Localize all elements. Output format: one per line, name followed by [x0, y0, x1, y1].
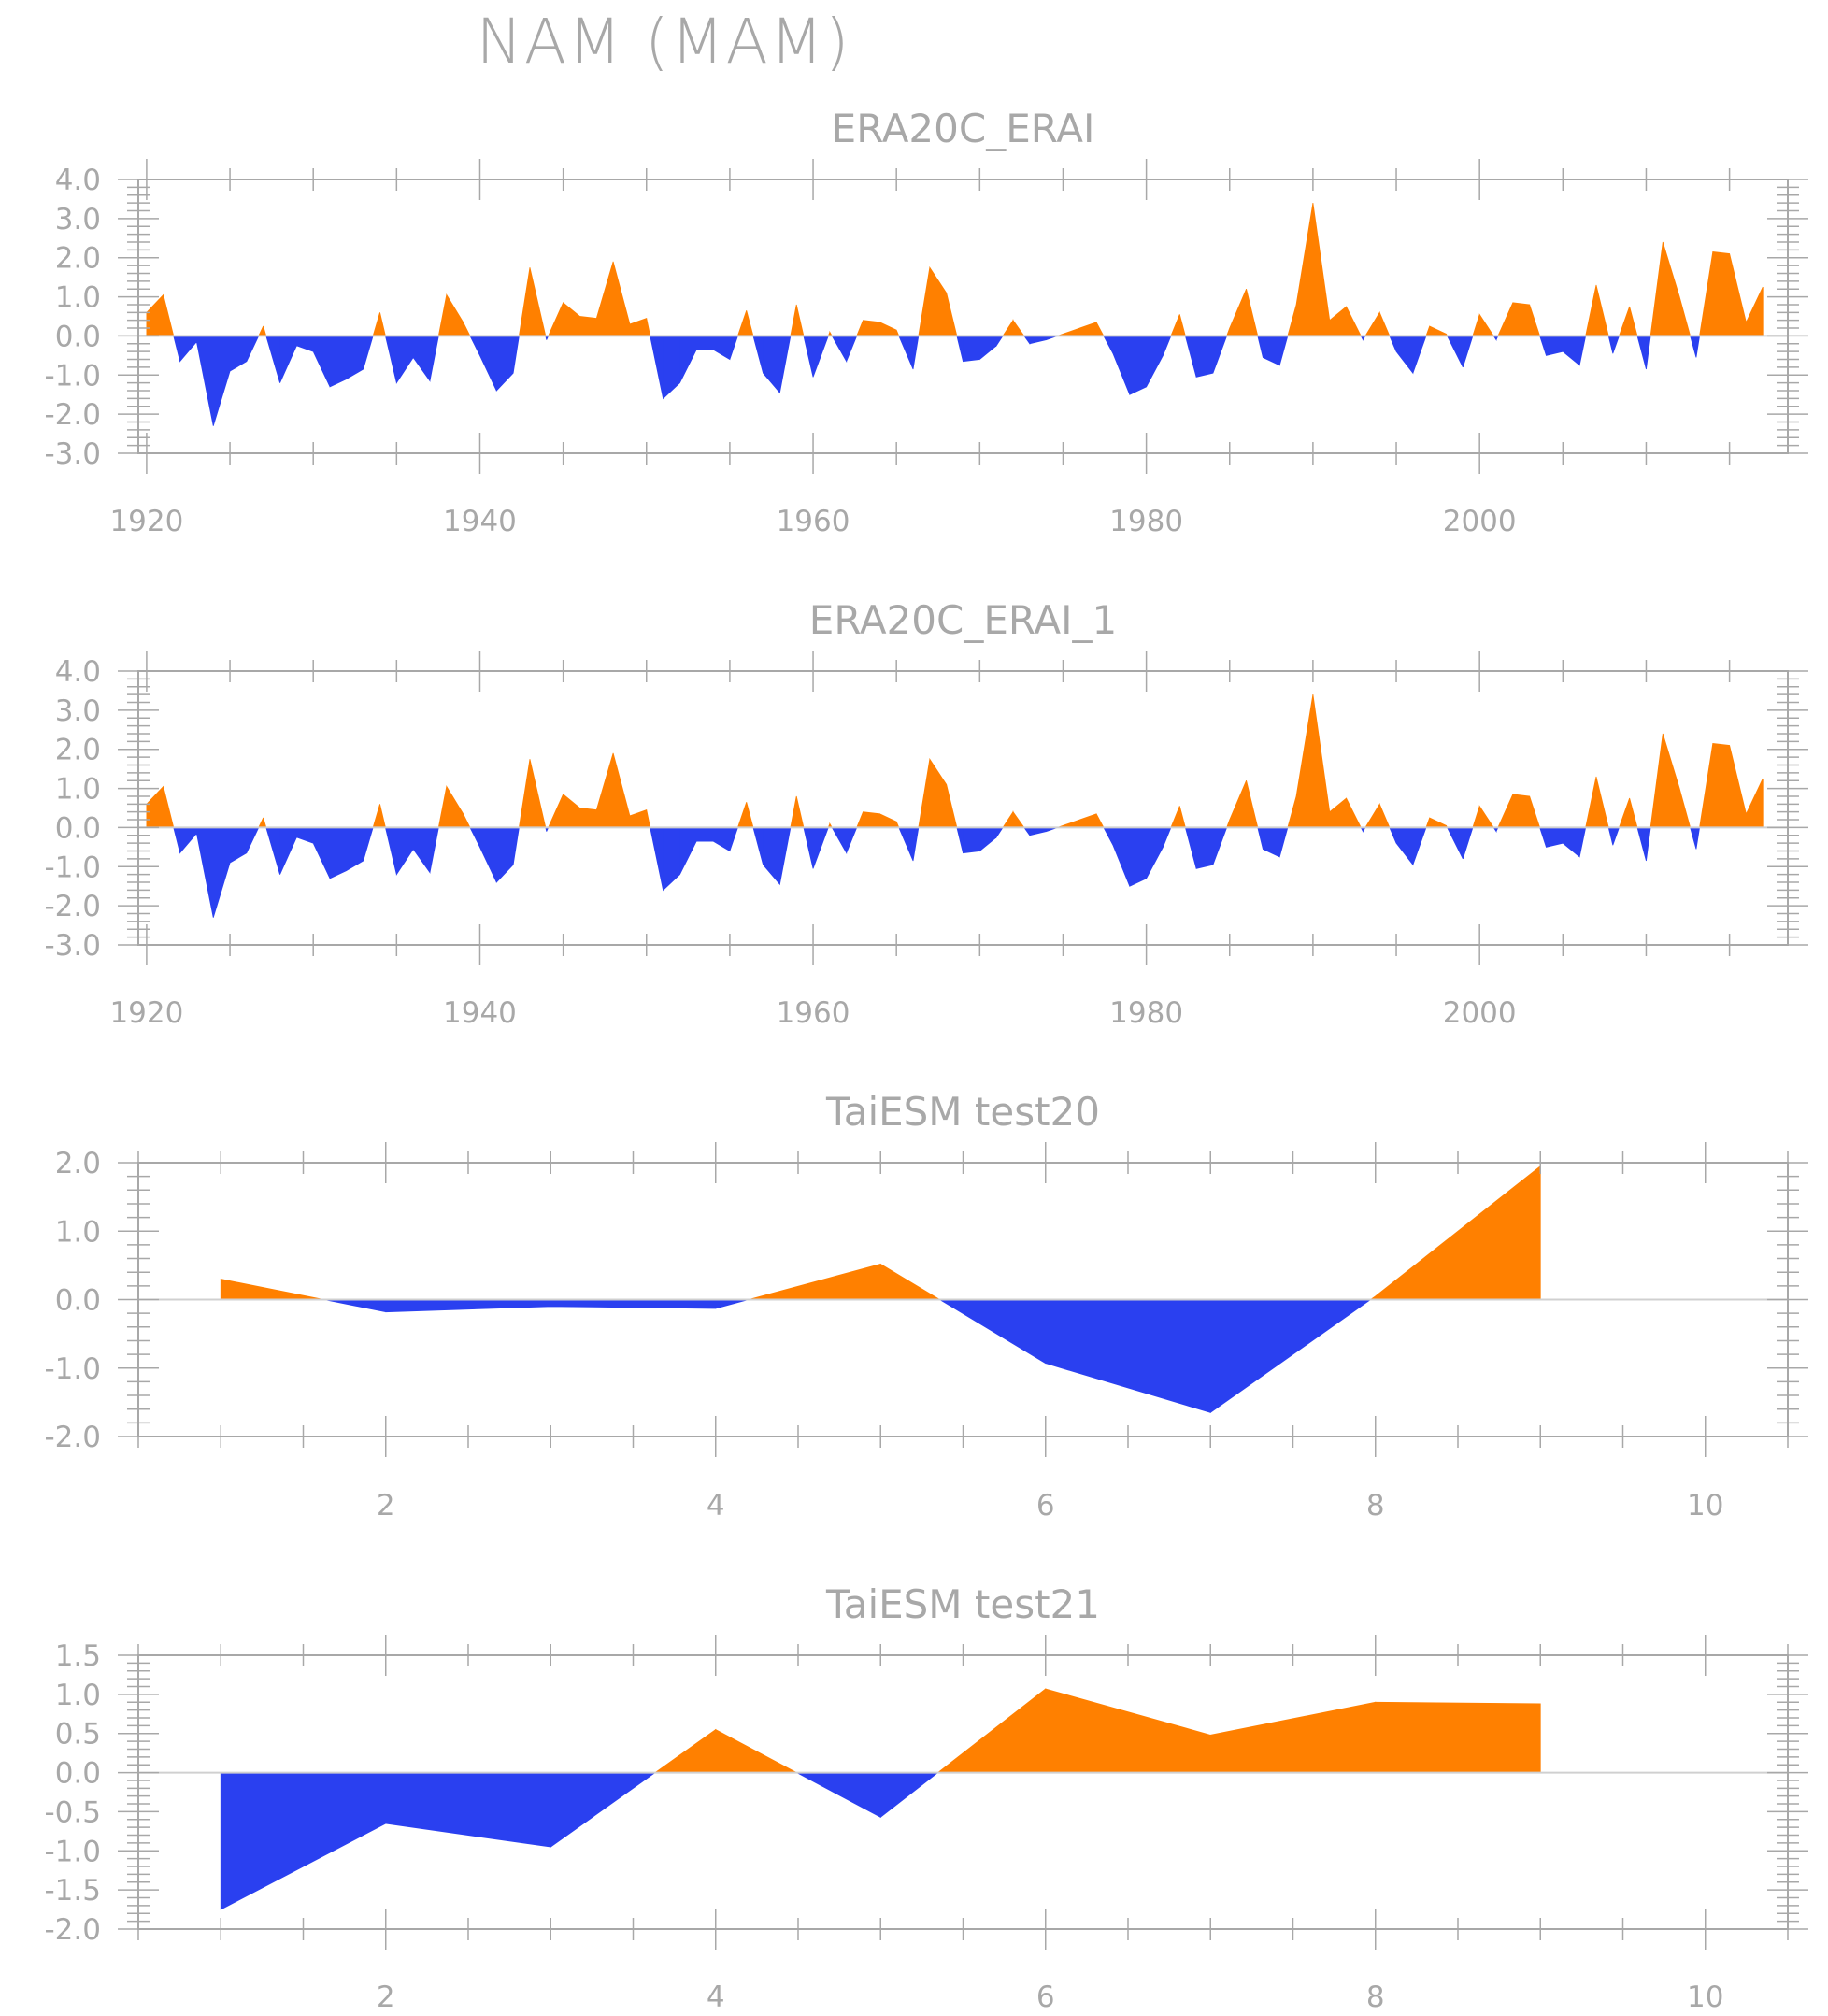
chart-panel: TaiESM test21 -2.0 -1.5 -1.0 -0.5 0.0 0.5 1.0 1.…	[45, 1581, 1808, 2014]
positive-area	[220, 1165, 1541, 1300]
negative-area	[173, 336, 1701, 426]
y-tick-label: 4.0	[55, 164, 101, 197]
negative-area	[173, 827, 1701, 918]
y-tick-label: -3.0	[45, 929, 102, 963]
y-tick-label: 1.0	[55, 281, 101, 315]
x-tick-label: 10	[1687, 1980, 1723, 2014]
y-tick-label: 0.5	[55, 1718, 101, 1751]
x-tick-label: 4	[707, 1980, 725, 2014]
x-tick-label: 2	[377, 1489, 395, 1523]
y-tick-label: 1.0	[55, 773, 101, 807]
y-tick-label: -0.5	[45, 1795, 102, 1829]
y-tick-label: 3.0	[55, 203, 101, 236]
x-tick-label: 2000	[1443, 505, 1517, 538]
y-tick-label: 0.0	[55, 811, 101, 845]
panel-title: TaiESM test21	[825, 1581, 1100, 1627]
positive-area	[653, 1688, 1541, 1773]
x-tick-label: 1980	[1109, 505, 1183, 538]
y-tick-label: -2.0	[45, 1421, 102, 1454]
x-tick-label: 6	[1036, 1489, 1055, 1523]
y-tick-label: 1.5	[55, 1639, 101, 1673]
y-tick-label: 0.0	[55, 1284, 101, 1318]
x-tick-label: 1960	[777, 505, 850, 538]
x-tick-label: 8	[1366, 1980, 1385, 2014]
y-tick-label: -2.0	[45, 890, 102, 923]
x-tick-label: 1920	[109, 996, 183, 1030]
y-tick-label: 2.0	[55, 1147, 101, 1180]
x-tick-label: 1940	[443, 505, 517, 538]
y-tick-label: -2.0	[45, 1913, 102, 1947]
y-tick-label: -1.0	[45, 1352, 102, 1386]
y-tick-label: 3.0	[55, 694, 101, 728]
y-tick-label: -2.0	[45, 398, 102, 432]
plot-frame	[137, 179, 1789, 454]
y-tick-label: -1.0	[45, 851, 102, 884]
y-tick-label: 0.0	[55, 1757, 101, 1791]
negative-area	[220, 1772, 939, 1910]
positive-area	[146, 203, 1764, 336]
figure-title: NAM (MAM)	[476, 6, 851, 78]
y-tick-label: -3.0	[45, 437, 102, 471]
panel-title: ERA20C_ERAI	[832, 106, 1095, 151]
x-tick-label: 2000	[1443, 996, 1517, 1030]
x-tick-label: 10	[1687, 1489, 1723, 1523]
x-tick-label: 1960	[777, 996, 850, 1030]
panel-title: TaiESM test20	[825, 1089, 1100, 1135]
x-tick-label: 1920	[109, 505, 183, 538]
panel-title: ERA20C_ERAI_1	[809, 597, 1117, 643]
x-tick-label: 4	[707, 1489, 725, 1523]
y-tick-label: 2.0	[55, 242, 101, 276]
y-tick-label: 1.0	[55, 1215, 101, 1249]
chart-panel: TaiESM test20 -2.0 -1.0 0.0 1.0 2.0 2 4 6 8 10	[45, 1089, 1808, 1523]
x-tick-label: 1980	[1109, 996, 1183, 1030]
negative-area	[323, 1299, 1372, 1414]
plot-frame	[137, 670, 1789, 946]
y-tick-label: 1.0	[55, 1679, 101, 1712]
y-tick-label: -1.0	[45, 359, 102, 393]
x-tick-label: 6	[1036, 1980, 1055, 2014]
chart-panel: ERA20C_ERAI -3.0 -2.0 -1.0 0.0 1.0 2.0 3.0 4.0 19…	[45, 106, 1808, 538]
y-tick-label: 4.0	[55, 655, 101, 689]
positive-area	[146, 694, 1764, 828]
y-tick-label: 2.0	[55, 734, 101, 767]
x-tick-label: 1940	[443, 996, 517, 1030]
y-tick-label: -1.5	[45, 1874, 102, 1908]
x-tick-label: 8	[1366, 1489, 1385, 1523]
chart-panel: ERA20C_ERAI_1 -3.0 -2.0 -1.0 0.0 1.0 2.0 3.0 4.0…	[45, 597, 1808, 1030]
x-tick-label: 2	[377, 1980, 395, 2014]
y-tick-label: 0.0	[55, 320, 101, 353]
y-tick-label: -1.0	[45, 1835, 102, 1868]
